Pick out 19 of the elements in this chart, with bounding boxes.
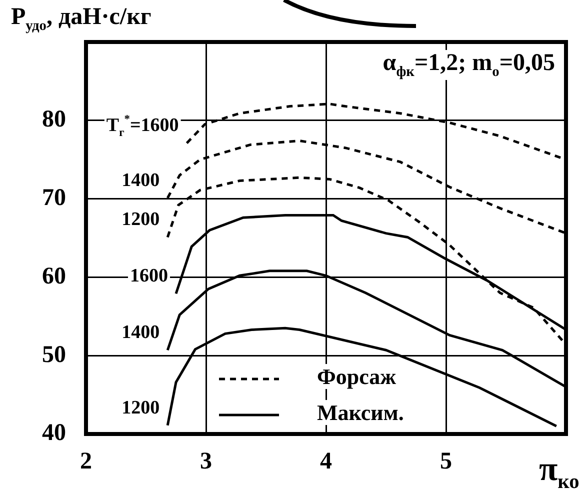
annotation: Форсаж: [314, 364, 400, 390]
y-tick-label: 80: [42, 106, 66, 133]
x-tick-label: 5: [440, 448, 452, 475]
x-tick-label: 4: [320, 448, 332, 475]
annotation: Максим.: [314, 400, 407, 426]
y-tick-label: 70: [42, 185, 66, 212]
annotation: α$_{фк}$=1,2; m$_{о}$=0,05: [380, 50, 558, 80]
y-axis-title: P$_{удо}$, даН·с/кг: [8, 4, 154, 34]
y-tick-label: 50: [42, 342, 66, 368]
y-tick-label: 60: [42, 263, 66, 290]
series-label: 1200: [122, 209, 160, 230]
series-label: 1400: [122, 322, 160, 344]
y-tick-label: 40: [42, 420, 66, 446]
x-tick-label: 2: [80, 448, 92, 475]
series-label: 1600: [130, 266, 168, 287]
series-label: 1400: [122, 170, 160, 192]
x-tick-label: 3: [200, 448, 212, 475]
series-label: 1200: [122, 397, 160, 418]
x-axis-title: π$_{ко}$: [536, 450, 582, 494]
